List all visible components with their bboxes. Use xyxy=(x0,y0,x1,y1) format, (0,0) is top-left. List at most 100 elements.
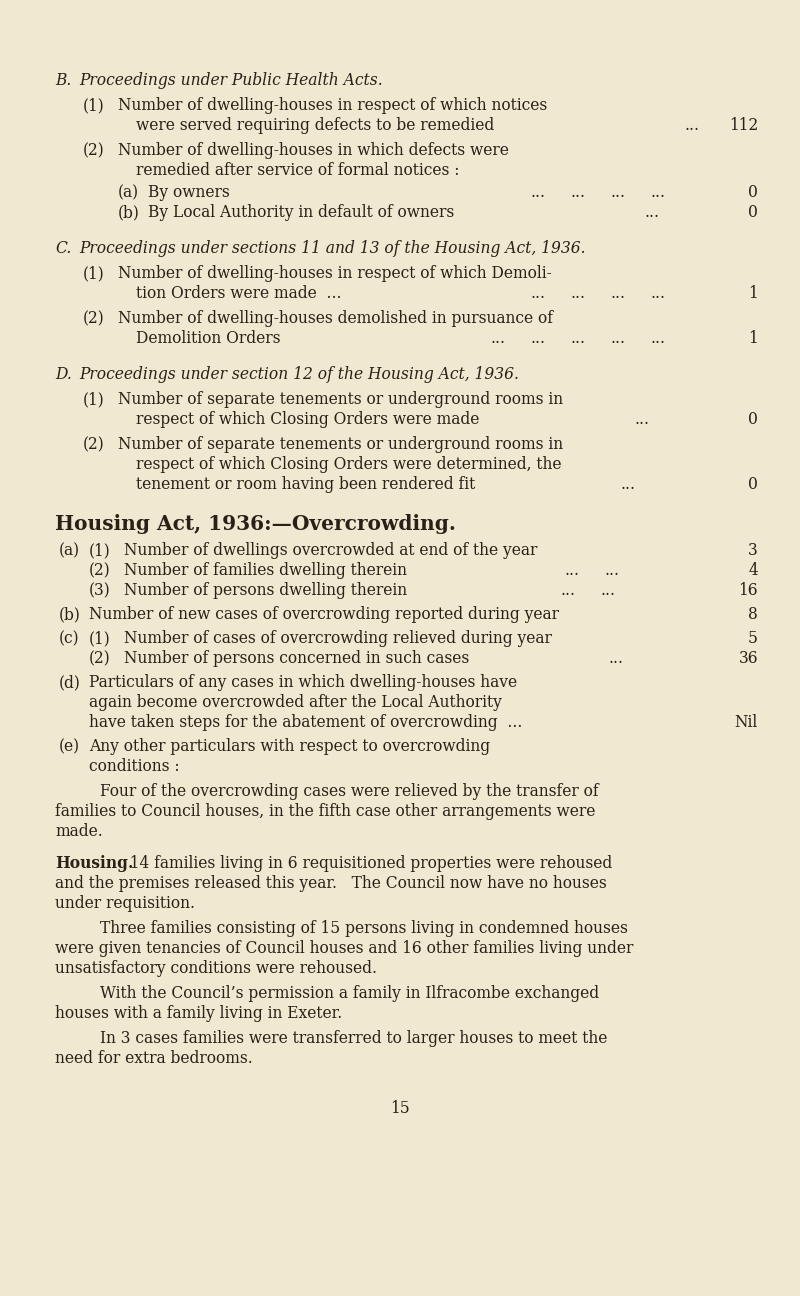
Text: need for extra bedrooms.: need for extra bedrooms. xyxy=(55,1050,253,1067)
Text: families to Council houses, in the fifth case other arrangements were: families to Council houses, in the fifth… xyxy=(55,804,595,820)
Text: (1): (1) xyxy=(83,391,105,408)
Text: (a): (a) xyxy=(59,542,80,559)
Text: Three families consisting of 15 persons living in condemned houses: Three families consisting of 15 persons … xyxy=(100,920,628,937)
Text: Particulars of any cases in which dwelling-houses have: Particulars of any cases in which dwelli… xyxy=(89,674,517,691)
Text: ...: ... xyxy=(610,330,625,347)
Text: ...: ... xyxy=(620,476,635,492)
Text: respect of which Closing Orders were made: respect of which Closing Orders were mad… xyxy=(136,411,479,428)
Text: ...: ... xyxy=(570,330,585,347)
Text: Number of families dwelling therein: Number of families dwelling therein xyxy=(124,562,407,579)
Text: under requisition.: under requisition. xyxy=(55,896,195,912)
Text: ...: ... xyxy=(685,117,700,133)
Text: Number of dwellings overcrowded at end of the year: Number of dwellings overcrowded at end o… xyxy=(124,542,538,559)
Text: B.: B. xyxy=(55,73,71,89)
Text: ...: ... xyxy=(608,651,623,667)
Text: ...: ... xyxy=(650,184,665,201)
Text: 0: 0 xyxy=(748,476,758,492)
Text: ...: ... xyxy=(650,330,665,347)
Text: (a): (a) xyxy=(118,184,139,201)
Text: have taken steps for the abatement of overcrowding  ...: have taken steps for the abatement of ov… xyxy=(89,714,522,731)
Text: made.: made. xyxy=(55,823,102,840)
Text: By Local Authority in default of owners: By Local Authority in default of owners xyxy=(148,203,454,222)
Text: tenement or room having been rendered fit: tenement or room having been rendered fi… xyxy=(136,476,475,492)
Text: Proceedings under Public Health Acts.: Proceedings under Public Health Acts. xyxy=(79,73,382,89)
Text: 1: 1 xyxy=(748,285,758,302)
Text: ...: ... xyxy=(635,411,650,428)
Text: ...: ... xyxy=(565,562,580,579)
Text: and the premises released this year.   The Council now have no houses: and the premises released this year. The… xyxy=(55,875,606,892)
Text: (2): (2) xyxy=(83,143,105,159)
Text: In 3 cases families were transferred to larger houses to meet the: In 3 cases families were transferred to … xyxy=(100,1030,607,1047)
Text: (2): (2) xyxy=(89,562,110,579)
Text: were given tenancies of Council houses and 16 other families living under: were given tenancies of Council houses a… xyxy=(55,940,634,956)
Text: houses with a family living in Exeter.: houses with a family living in Exeter. xyxy=(55,1004,342,1023)
Text: (b): (b) xyxy=(59,607,81,623)
Text: (2): (2) xyxy=(83,310,105,327)
Text: (e): (e) xyxy=(59,737,80,756)
Text: ...: ... xyxy=(600,582,615,599)
Text: (3): (3) xyxy=(89,582,110,599)
Text: ...: ... xyxy=(560,582,575,599)
Text: Number of persons concerned in such cases: Number of persons concerned in such case… xyxy=(124,651,470,667)
Text: 16: 16 xyxy=(738,582,758,599)
Text: ...: ... xyxy=(610,285,625,302)
Text: (b): (b) xyxy=(118,203,140,222)
Text: were served requiring defects to be remedied: were served requiring defects to be reme… xyxy=(136,117,494,133)
Text: ...: ... xyxy=(605,562,620,579)
Text: Number of separate tenements or underground rooms in: Number of separate tenements or undergro… xyxy=(118,391,563,408)
Text: 3: 3 xyxy=(748,542,758,559)
Text: 15: 15 xyxy=(390,1100,410,1117)
Text: C.: C. xyxy=(55,240,71,257)
Text: 8: 8 xyxy=(748,607,758,623)
Text: By owners: By owners xyxy=(148,184,230,201)
Text: remedied after service of formal notices :: remedied after service of formal notices… xyxy=(136,162,459,179)
Text: (1): (1) xyxy=(89,542,110,559)
Text: ...: ... xyxy=(490,330,505,347)
Text: Demolition Orders: Demolition Orders xyxy=(136,330,281,347)
Text: 0: 0 xyxy=(748,203,758,222)
Text: ...: ... xyxy=(530,184,545,201)
Text: unsatisfactory conditions were rehoused.: unsatisfactory conditions were rehoused. xyxy=(55,960,377,977)
Text: respect of which Closing Orders were determined, the: respect of which Closing Orders were det… xyxy=(136,456,562,473)
Text: ...: ... xyxy=(610,184,625,201)
Text: Housing.: Housing. xyxy=(55,855,134,872)
Text: Number of dwelling-houses in respect of which Demoli-: Number of dwelling-houses in respect of … xyxy=(118,264,552,283)
Text: Nil: Nil xyxy=(734,714,758,731)
Text: (2): (2) xyxy=(89,651,110,667)
Text: ...: ... xyxy=(530,330,545,347)
Text: 4: 4 xyxy=(748,562,758,579)
Text: Number of cases of overcrowding relieved during year: Number of cases of overcrowding relieved… xyxy=(124,630,552,647)
Text: (c): (c) xyxy=(59,630,80,647)
Text: ...: ... xyxy=(530,285,545,302)
Text: Number of dwelling-houses in which defects were: Number of dwelling-houses in which defec… xyxy=(118,143,509,159)
Text: 14 families living in 6 requisitioned properties were rehoused: 14 families living in 6 requisitioned pr… xyxy=(120,855,612,872)
Text: D.: D. xyxy=(55,365,72,384)
Text: 0: 0 xyxy=(748,411,758,428)
Text: Number of separate tenements or underground rooms in: Number of separate tenements or undergro… xyxy=(118,435,563,454)
Text: ...: ... xyxy=(645,203,660,222)
Text: (1): (1) xyxy=(83,264,105,283)
Text: Proceedings under sections 11 and 13 of the Housing Act, 1936.: Proceedings under sections 11 and 13 of … xyxy=(79,240,586,257)
Text: ...: ... xyxy=(570,285,585,302)
Text: 5: 5 xyxy=(748,630,758,647)
Text: tion Orders were made  ...: tion Orders were made ... xyxy=(136,285,342,302)
Text: Housing Act, 1936:—Overcrowding.: Housing Act, 1936:—Overcrowding. xyxy=(55,515,456,534)
Text: Proceedings under section 12 of the Housing Act, 1936.: Proceedings under section 12 of the Hous… xyxy=(79,365,519,384)
Text: 1: 1 xyxy=(748,330,758,347)
Text: (1): (1) xyxy=(83,97,105,114)
Text: (2): (2) xyxy=(83,435,105,454)
Text: Number of persons dwelling therein: Number of persons dwelling therein xyxy=(124,582,407,599)
Text: (1): (1) xyxy=(89,630,110,647)
Text: Any other particulars with respect to overcrowding: Any other particulars with respect to ov… xyxy=(89,737,490,756)
Text: 0: 0 xyxy=(748,184,758,201)
Text: ...: ... xyxy=(570,184,585,201)
Text: With the Council’s permission a family in Ilfracombe exchanged: With the Council’s permission a family i… xyxy=(100,985,599,1002)
Text: (d): (d) xyxy=(59,674,81,691)
Text: Number of new cases of overcrowding reported during year: Number of new cases of overcrowding repo… xyxy=(89,607,559,623)
Text: Number of dwelling-houses in respect of which notices: Number of dwelling-houses in respect of … xyxy=(118,97,547,114)
Text: 36: 36 xyxy=(738,651,758,667)
Text: again become overcrowded after the Local Authority: again become overcrowded after the Local… xyxy=(89,693,502,712)
Text: 112: 112 xyxy=(729,117,758,133)
Text: Number of dwelling-houses demolished in pursuance of: Number of dwelling-houses demolished in … xyxy=(118,310,553,327)
Text: conditions :: conditions : xyxy=(89,758,180,775)
